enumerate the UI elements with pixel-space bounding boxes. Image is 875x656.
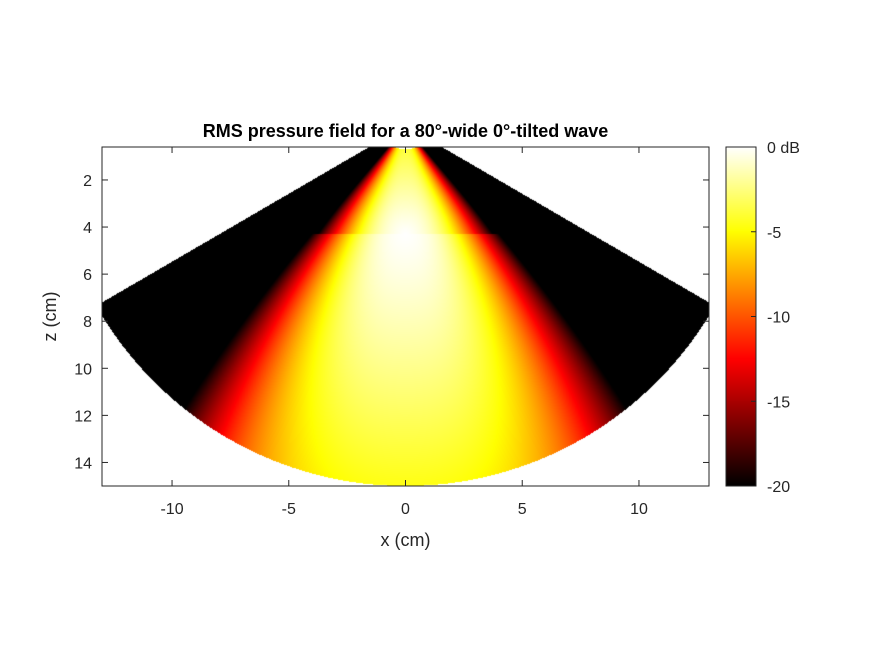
y-tick-label: 2 bbox=[83, 173, 92, 190]
x-axis-label: x (cm) bbox=[381, 530, 431, 550]
colorbar-ticks: 0 dB -5 -10 -15 -20 bbox=[751, 140, 800, 496]
y-tick-label: 10 bbox=[74, 361, 92, 378]
colorbar-tick-label: 0 dB bbox=[767, 140, 800, 157]
y-tick-label: 6 bbox=[83, 267, 92, 284]
x-tick-label: 0 bbox=[401, 501, 410, 518]
y-tick-label: 12 bbox=[74, 408, 92, 425]
y-axis-label: z (cm) bbox=[40, 292, 60, 342]
y-tick-label: 14 bbox=[74, 455, 92, 472]
y-tick-label: 4 bbox=[83, 220, 92, 237]
colorbar-tick-label: -15 bbox=[767, 394, 790, 411]
x-axis-ticks: -10 -5 0 5 10 bbox=[160, 147, 648, 518]
x-tick-label: -5 bbox=[282, 501, 296, 518]
x-tick-label: 10 bbox=[630, 501, 648, 518]
y-tick-label: 8 bbox=[83, 314, 92, 331]
y-axis-ticks: 2 4 6 8 10 12 14 bbox=[74, 173, 709, 472]
chart-title: RMS pressure field for a 80°-wide 0°-til… bbox=[203, 121, 609, 141]
pressure-field-heatmap bbox=[102, 147, 709, 486]
colorbar-tick-label: -5 bbox=[767, 225, 781, 242]
colorbar-tick-label: -20 bbox=[767, 479, 790, 496]
x-tick-label: -10 bbox=[160, 501, 183, 518]
x-tick-label: 5 bbox=[518, 501, 527, 518]
colorbar-tick-label: -10 bbox=[767, 310, 790, 327]
